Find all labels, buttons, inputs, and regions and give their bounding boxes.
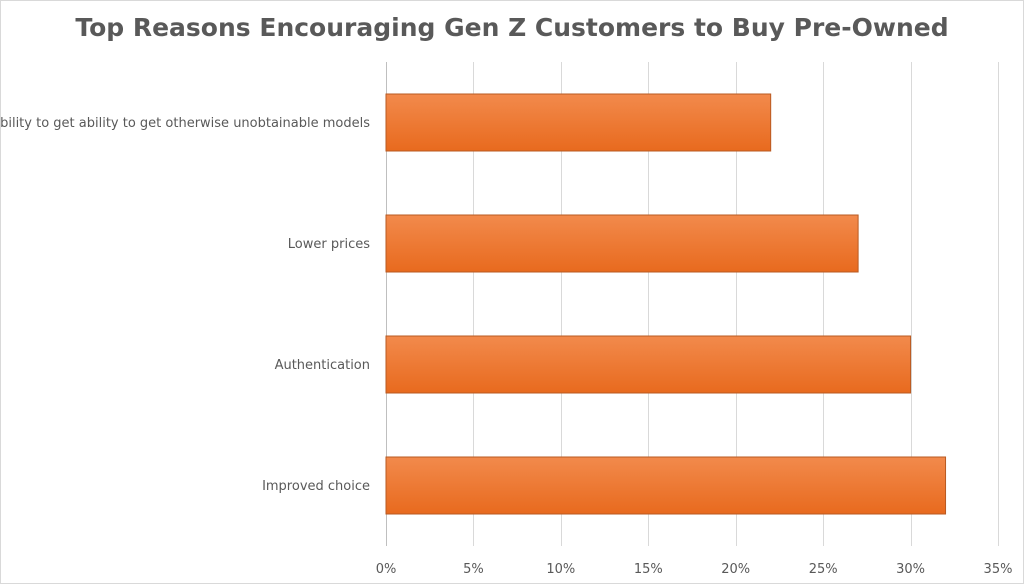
x-tick-label: 20% bbox=[721, 562, 750, 577]
x-tick-label: 30% bbox=[896, 562, 925, 577]
category-label: Improved choice bbox=[262, 479, 370, 494]
bar-4 bbox=[385, 456, 947, 515]
chart-title: Top Reasons Encouraging Gen Z Customers … bbox=[75, 13, 948, 42]
x-tick-label: 15% bbox=[634, 562, 663, 577]
x-tick-label: 25% bbox=[809, 562, 838, 577]
x-tick-label: 5% bbox=[463, 562, 484, 577]
category-labels: Ability to get ability to get otherwise … bbox=[0, 116, 370, 494]
x-tick-label: 10% bbox=[546, 562, 575, 577]
x-tick-label: 35% bbox=[984, 562, 1013, 577]
x-tick-label: 0% bbox=[376, 562, 397, 577]
category-label: Ability to get ability to get otherwise … bbox=[0, 116, 370, 131]
bars bbox=[385, 93, 947, 515]
x-axis-tick-labels: 0% 5% 10% 15% 20% 25% 30% 35% bbox=[376, 562, 1013, 577]
bar-3 bbox=[385, 335, 912, 394]
category-label: Lower prices bbox=[288, 237, 370, 252]
category-label: Authentication bbox=[275, 358, 370, 373]
bar-2 bbox=[385, 214, 859, 273]
bar-1 bbox=[385, 93, 772, 152]
